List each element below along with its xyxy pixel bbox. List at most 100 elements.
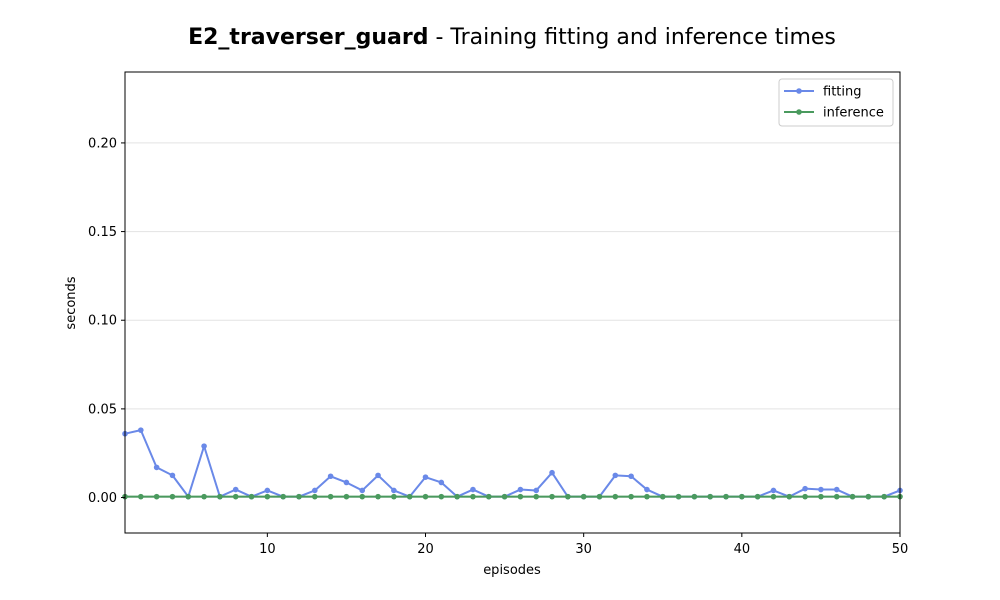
data-point-inference bbox=[754, 493, 761, 500]
data-point-fitting bbox=[612, 472, 619, 479]
data-point-inference bbox=[818, 493, 824, 500]
data-point-inference bbox=[311, 493, 318, 500]
x-tick-label: 10 bbox=[259, 542, 276, 557]
data-point-fitting bbox=[138, 427, 144, 433]
chart-title-rest: - Training fitting and inference times bbox=[428, 25, 835, 50]
data-point-inference bbox=[612, 493, 619, 500]
data-point-fitting bbox=[359, 487, 366, 494]
y-tick-label: 0.05 bbox=[88, 402, 117, 417]
data-point-inference bbox=[865, 493, 872, 500]
data-point-fitting bbox=[470, 486, 476, 493]
y-tick-label: 0.15 bbox=[88, 225, 117, 240]
data-point-inference bbox=[707, 493, 714, 500]
data-point-fitting bbox=[549, 469, 555, 476]
data-point-inference bbox=[565, 493, 571, 500]
data-point-inference bbox=[169, 493, 176, 500]
data-point-inference bbox=[786, 493, 793, 500]
data-point-inference bbox=[580, 493, 587, 500]
data-point-fitting bbox=[644, 486, 650, 493]
legend-label: fitting bbox=[823, 85, 862, 100]
data-point-inference bbox=[881, 493, 887, 500]
data-point-inference bbox=[454, 493, 460, 500]
data-point-fitting bbox=[802, 485, 808, 492]
data-point-inference bbox=[343, 493, 350, 500]
data-point-inference bbox=[770, 493, 777, 500]
data-point-fitting bbox=[517, 486, 524, 493]
data-point-fitting bbox=[438, 479, 445, 486]
legend-swatch-marker bbox=[796, 109, 802, 115]
data-point-inference bbox=[264, 493, 271, 500]
data-point-inference bbox=[375, 493, 381, 500]
x-axis-label: episodes bbox=[483, 563, 541, 578]
chart-title: E2_traverser_guard - Training fitting an… bbox=[188, 25, 836, 50]
legend-item-fitting: fitting bbox=[784, 85, 862, 100]
data-point-inference bbox=[644, 493, 650, 500]
data-point-inference bbox=[723, 493, 729, 500]
data-point-inference bbox=[422, 493, 429, 500]
y-tick-label: 0.00 bbox=[88, 491, 117, 506]
data-point-inference bbox=[327, 493, 334, 500]
x-tick-label: 50 bbox=[892, 542, 909, 557]
legend: fitting inference bbox=[778, 78, 894, 127]
data-point-inference bbox=[470, 493, 476, 500]
data-point-inference bbox=[280, 493, 286, 500]
data-point-fitting bbox=[201, 443, 207, 449]
x-tick-label: 20 bbox=[417, 542, 434, 557]
data-point-fitting bbox=[232, 486, 239, 493]
series-inference bbox=[122, 493, 903, 500]
data-point-inference bbox=[201, 493, 207, 500]
data-point-inference bbox=[232, 493, 239, 500]
data-point-inference bbox=[549, 493, 555, 500]
data-point-inference bbox=[438, 493, 445, 500]
legend-label: inference bbox=[823, 106, 884, 121]
data-point-fitting bbox=[264, 487, 271, 494]
data-point-inference bbox=[485, 493, 492, 500]
data-point-fitting bbox=[311, 487, 318, 494]
data-point-inference bbox=[217, 493, 223, 500]
data-point-inference bbox=[628, 493, 634, 500]
y-tick-label: 0.10 bbox=[88, 314, 117, 329]
data-point-fitting bbox=[327, 473, 334, 480]
data-point-inference bbox=[359, 493, 366, 500]
data-point-inference bbox=[596, 493, 603, 500]
data-point-fitting bbox=[375, 472, 381, 479]
data-point-inference bbox=[406, 493, 413, 500]
data-point-inference bbox=[296, 493, 302, 500]
data-point-fitting bbox=[343, 479, 350, 486]
data-point-fitting bbox=[391, 487, 397, 494]
data-point-inference bbox=[849, 493, 856, 500]
data-point-inference bbox=[501, 493, 508, 500]
plot-frame bbox=[124, 71, 901, 534]
data-point-inference bbox=[659, 493, 666, 500]
data-point-fitting bbox=[533, 487, 540, 494]
data-point-inference bbox=[691, 493, 698, 500]
data-point-fitting bbox=[833, 486, 840, 493]
axis-ticks: 0.00 0.05 0.10 0.15 0.20 10 20 30 40 50 bbox=[88, 136, 908, 557]
data-point-fitting bbox=[153, 464, 160, 471]
series-fitting bbox=[122, 427, 903, 500]
data-point-inference bbox=[802, 493, 808, 500]
data-point-inference bbox=[517, 493, 524, 500]
y-tick-label: 0.20 bbox=[88, 136, 117, 151]
data-point-inference bbox=[391, 493, 397, 500]
chart-title-bold: E2_traverser_guard bbox=[188, 25, 428, 50]
data-point-inference bbox=[248, 493, 255, 500]
data-point-fitting bbox=[422, 474, 429, 480]
legend-item-inference: inference bbox=[784, 106, 884, 121]
grid-lines bbox=[125, 142, 900, 499]
data-point-fitting bbox=[628, 473, 634, 480]
data-point-fitting bbox=[169, 472, 176, 479]
series-layer bbox=[122, 427, 903, 500]
legend-swatch-marker bbox=[796, 88, 802, 94]
data-point-fitting bbox=[770, 487, 777, 494]
data-point-inference bbox=[533, 493, 540, 500]
series-line-fitting bbox=[124, 429, 901, 498]
data-point-inference bbox=[138, 493, 144, 500]
data-point-inference bbox=[833, 493, 840, 500]
data-point-inference bbox=[185, 493, 192, 500]
data-point-inference bbox=[675, 493, 682, 500]
x-tick-label: 30 bbox=[575, 542, 592, 557]
x-tick-label: 40 bbox=[734, 542, 751, 557]
data-point-fitting bbox=[818, 486, 824, 493]
